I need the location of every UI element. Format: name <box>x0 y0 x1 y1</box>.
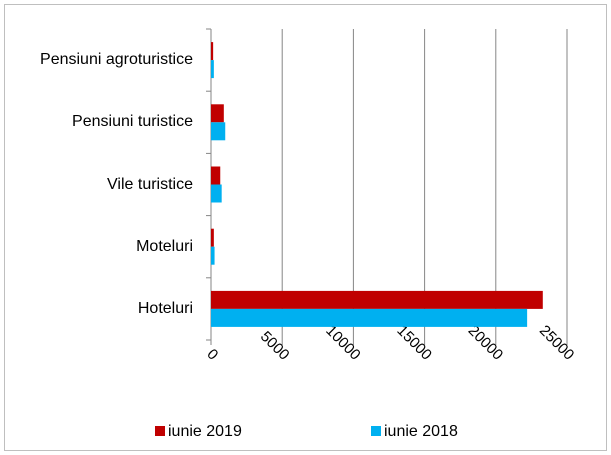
bar <box>211 228 214 247</box>
bar <box>211 308 528 327</box>
bar <box>211 104 224 123</box>
bar <box>211 290 543 309</box>
y-tick-label: Pensiuni turistice <box>72 113 193 131</box>
bar <box>211 60 214 79</box>
legend-swatch <box>371 426 381 436</box>
legend-swatch <box>155 426 165 436</box>
x-tick-label: 5000 <box>257 328 293 364</box>
bar <box>211 184 222 203</box>
legend-label: iunie 2018 <box>384 423 458 440</box>
x-tick-label: 25000 <box>536 322 578 364</box>
bar <box>211 42 214 61</box>
y-tick-label: Moteluri <box>136 237 193 255</box>
x-tick-label: 0 <box>203 346 221 364</box>
y-tick-label: Hoteluri <box>137 299 193 317</box>
x-tick-label: 10000 <box>322 322 364 364</box>
chart-border <box>4 4 607 451</box>
bar <box>211 122 226 141</box>
x-tick-label: 15000 <box>393 322 435 364</box>
y-tick-label: Vile turistice <box>107 175 193 193</box>
legend-label: iunie 2019 <box>168 423 242 440</box>
x-tick-label: 20000 <box>465 322 507 364</box>
bar <box>211 246 215 265</box>
bar <box>211 166 221 185</box>
y-tick-label: Pensiuni agroturistice <box>40 51 193 69</box>
